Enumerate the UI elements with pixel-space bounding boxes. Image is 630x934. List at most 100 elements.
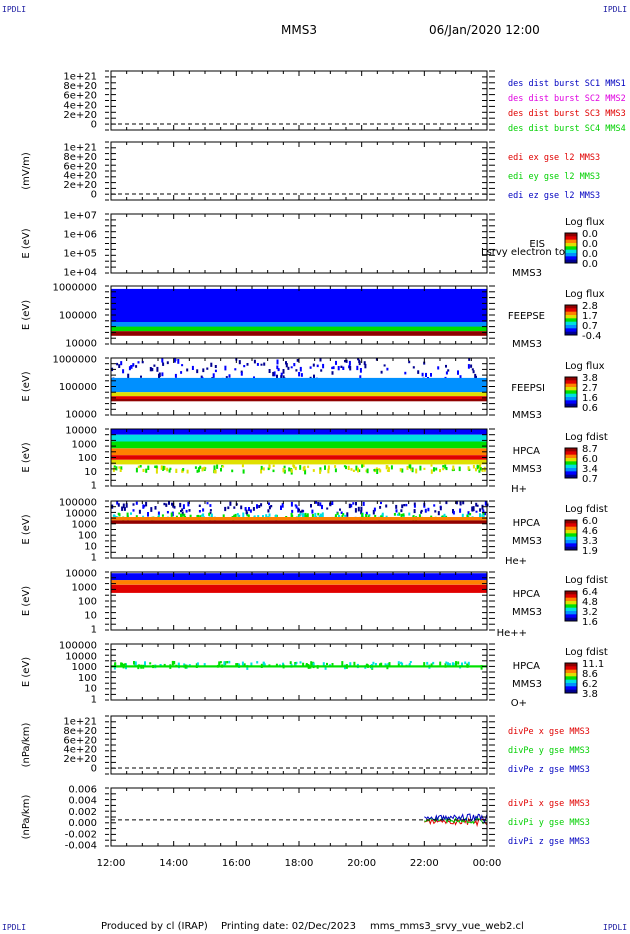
colorbar-tick: 6.4 (582, 587, 598, 598)
y-axis-label: E (eV) (21, 371, 32, 401)
spectrogram-pixel (209, 511, 212, 515)
instrument-label: EIS (529, 239, 545, 250)
spectrogram-pixel (356, 365, 359, 371)
spectrogram-pixel (475, 502, 478, 507)
colorbar-cell (565, 331, 577, 336)
spectrogram-pixel (133, 661, 135, 665)
spectrogram-pixel (445, 467, 448, 471)
spectrogram-pixel (342, 366, 345, 370)
spectrogram-pixel (315, 501, 317, 504)
y-tick-label: 100000 (59, 311, 97, 322)
spectrogram-band (111, 459, 487, 465)
spectrogram-pixel (420, 509, 423, 512)
spectrogram-pixel (300, 373, 303, 377)
spectrogram-pixel (437, 511, 440, 516)
panel-p5 (105, 357, 578, 416)
y-tick-label: 8e+20 (63, 152, 97, 163)
colorbar-cell (565, 663, 577, 667)
spectrogram-pixel (408, 663, 411, 666)
spectrogram-pixel (245, 509, 248, 515)
colorbar-tick: 1.9 (582, 546, 598, 557)
spectrogram-pixel (236, 513, 239, 516)
spectrogram-pixel (305, 663, 308, 668)
spectrogram-pixel (439, 661, 442, 666)
spectrogram-pixel (235, 663, 238, 667)
y-tick-label: 6e+20 (63, 161, 97, 172)
spectrogram-pixel (322, 363, 325, 369)
colorbar-tick: 2.7 (582, 383, 598, 394)
spectrogram-pixel (147, 465, 150, 470)
spectrogram-pixel (447, 369, 450, 372)
y-tick-label: 4e+20 (63, 100, 97, 111)
spectrogram-pixel (406, 465, 409, 470)
colorbar-tick: 3.2 (582, 607, 598, 618)
y-axis-label: E (eV) (21, 228, 32, 258)
y-tick-label: 0 (91, 120, 97, 131)
spectrogram-pixel (234, 368, 237, 371)
spectrogram-pixel (423, 467, 426, 470)
spectrogram-pixel (349, 365, 352, 371)
spectrogram-pixel (130, 512, 132, 515)
spectrogram-pixel (287, 366, 290, 370)
colorbar-cell (565, 471, 577, 476)
instrument-label: HPCA (513, 661, 541, 672)
spectrogram-pixel (128, 366, 131, 371)
spectrogram-pixel (198, 504, 201, 507)
y-tick-label: 1e+05 (63, 249, 97, 260)
spectrogram-pixel (365, 514, 368, 518)
spectrogram-pixel (400, 513, 403, 518)
spectrogram-pixel (228, 660, 231, 664)
spectrogram-pixel (399, 468, 402, 472)
spectrogram-pixel (196, 469, 199, 473)
spectrogram-pixel (455, 661, 457, 666)
y-tick-label: 1e+21 (63, 717, 97, 728)
spectrogram-pixel (424, 508, 427, 513)
legend-entry: divPi z gse MMS3 (508, 837, 590, 847)
spectrogram-pixel (116, 501, 119, 505)
panel-p11 (105, 787, 495, 847)
spectrogram-pixel (240, 370, 243, 373)
spectrogram-pixel (166, 511, 169, 514)
panel-frame (110, 643, 488, 701)
spectrogram-pixel (250, 662, 253, 667)
y-tick-label: 10000 (65, 569, 97, 580)
spectrogram-pixel (260, 363, 263, 366)
spectrogram-pixel (180, 371, 183, 374)
colorbar-tick: 8.6 (582, 669, 598, 680)
spectrogram-pixel (396, 513, 399, 516)
spectrogram-pixel (350, 468, 353, 471)
spectrogram-pixel (182, 504, 185, 509)
spectrogram-pixel (301, 509, 304, 513)
datetime-title: 06/Jan/2020 12:00 (429, 23, 540, 37)
spectrogram-pixel (427, 507, 430, 512)
spectrogram-pixel (327, 468, 330, 474)
spectrogram-pixel (236, 663, 239, 668)
spectrogram-pixel (298, 515, 301, 518)
colorbar-frame (564, 662, 578, 694)
y-tick-label: 1e+06 (63, 230, 97, 241)
spectrogram-pixel (220, 467, 222, 472)
colorbar-cell (565, 464, 577, 469)
spectrogram-pixel (425, 372, 427, 377)
spectrogram-pixel (262, 515, 264, 519)
spectrogram-pixel (420, 511, 423, 514)
spectrogram-pixel (344, 514, 347, 520)
spectrogram-pixel (459, 508, 462, 513)
y-tick-label: 1000 (72, 439, 97, 450)
spectrogram-pixel (452, 510, 455, 515)
colorbar-cell (565, 458, 577, 462)
spectrogram-pixel (241, 661, 244, 666)
spectrogram-pixel (445, 501, 448, 505)
spectrogram-pixel (439, 506, 442, 511)
panel-p2 (105, 141, 495, 201)
legend-entry: des dist burst SC3 MMS3 (508, 109, 626, 119)
spectrogram-pixel (299, 512, 302, 516)
colorbar-cell (565, 318, 577, 323)
panel-frame (110, 787, 488, 847)
spectrogram-pixel (357, 467, 359, 473)
spectrogram-pixel (171, 502, 173, 506)
spectrogram-pixel (226, 661, 229, 664)
instrument-label: HPCA (513, 589, 541, 600)
y-tick-label: 0.006 (68, 785, 97, 796)
spectrogram-pixel (459, 501, 462, 506)
